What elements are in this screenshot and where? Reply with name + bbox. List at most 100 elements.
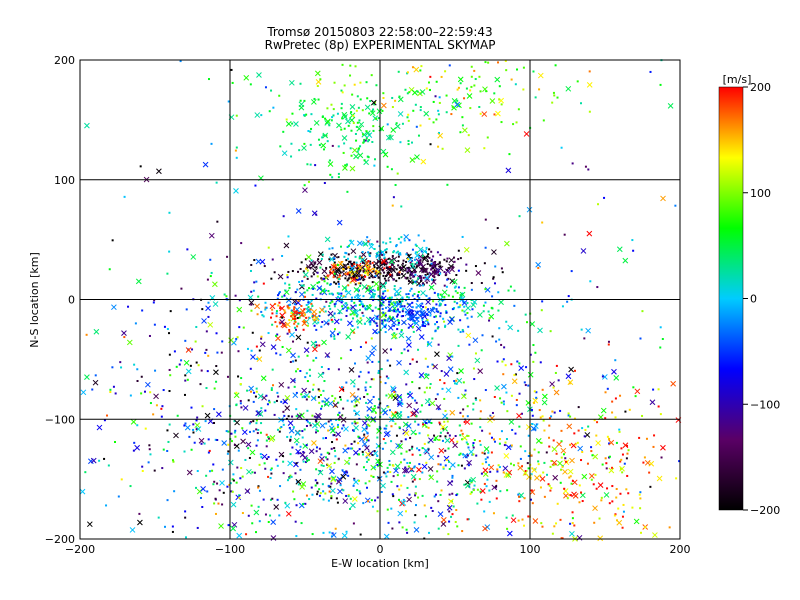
- scatter-dot: [270, 472, 273, 475]
- scatter-dot: [334, 302, 337, 305]
- scatter-dot: [333, 81, 336, 84]
- scatter-dot: [168, 211, 171, 214]
- scatter-dot: [348, 273, 351, 276]
- scatter-dot: [368, 112, 371, 115]
- scatter-dot: [390, 168, 393, 171]
- scatter-dot: [180, 287, 183, 290]
- scatter-cross: [451, 98, 458, 104]
- scatter-dot: [398, 271, 401, 274]
- scatter-dot: [376, 267, 379, 270]
- scatter-cross: [234, 419, 240, 426]
- scatter-dot: [359, 81, 362, 84]
- scatter-dot: [479, 112, 482, 115]
- scatter-dot: [307, 458, 310, 461]
- scatter-dot: [294, 359, 297, 362]
- scatter-dot: [254, 184, 257, 187]
- scatter-cross: [456, 377, 463, 384]
- scatter-dot: [356, 320, 359, 323]
- scatter-dot: [216, 439, 219, 442]
- scatter-dot: [255, 345, 258, 348]
- scatter-cross: [185, 368, 192, 375]
- scatter-dot: [328, 159, 331, 162]
- scatter-dot: [316, 490, 319, 493]
- scatter-dot: [312, 314, 315, 317]
- scatter-dot: [632, 386, 635, 389]
- scatter-dot: [260, 456, 263, 459]
- scatter-dot: [523, 497, 526, 500]
- scatter-dot: [390, 425, 393, 428]
- scatter-cross: [135, 278, 142, 285]
- scatter-dot: [308, 317, 311, 320]
- scatter-dot: [193, 441, 196, 444]
- scatter-dot: [443, 295, 446, 298]
- scatter-dot: [402, 498, 405, 501]
- scatter-dot: [509, 285, 512, 288]
- scatter-dot: [405, 260, 408, 263]
- scatter-dot: [457, 286, 460, 289]
- scatter-dot: [343, 84, 346, 87]
- scatter-cross: [376, 108, 383, 115]
- scatter-dot: [221, 340, 224, 343]
- scatter-dot: [114, 440, 117, 443]
- scatter-dot: [376, 240, 379, 243]
- scatter-dot: [421, 494, 424, 497]
- scatter-dot: [365, 130, 368, 133]
- scatter-dot: [436, 271, 439, 274]
- scatter-dot: [494, 486, 497, 489]
- scatter-dot: [556, 96, 559, 99]
- scatter-dot: [346, 273, 349, 276]
- scatter-cross: [256, 356, 263, 362]
- scatter-cross: [397, 401, 403, 408]
- scatter-cross: [305, 254, 312, 260]
- scatter-dot: [356, 121, 359, 124]
- scatter-dot: [461, 292, 464, 295]
- scatter-cross: [413, 527, 420, 533]
- scatter-dot: [207, 451, 210, 454]
- scatter-cross: [358, 121, 365, 128]
- scatter-dot: [408, 461, 411, 464]
- scatter-dot: [341, 305, 344, 308]
- scatter-dot: [357, 148, 360, 151]
- scatter-dot: [498, 338, 501, 341]
- scatter-dot: [358, 448, 361, 451]
- scatter-dot: [278, 321, 281, 324]
- scatter-dot: [505, 391, 508, 394]
- scatter-dot: [314, 479, 317, 482]
- scatter-dot: [625, 457, 628, 460]
- scatter-dot: [465, 263, 468, 266]
- scatter-dot: [244, 458, 247, 461]
- scatter-dot: [255, 444, 258, 447]
- scatter-dot: [450, 515, 453, 518]
- scatter-cross: [353, 424, 359, 431]
- scatter-dot: [418, 256, 421, 259]
- scatter-dot: [306, 354, 309, 357]
- scatter-cross: [370, 464, 377, 471]
- scatter-cross: [411, 410, 418, 417]
- scatter-dot: [396, 319, 399, 322]
- scatter-cross: [529, 321, 536, 327]
- scatter-dot: [416, 90, 419, 93]
- scatter-dot: [358, 479, 361, 482]
- scatter-dot: [265, 445, 268, 448]
- scatter-dot: [465, 441, 468, 444]
- scatter-dot: [206, 370, 209, 373]
- scatter-dot: [275, 334, 278, 337]
- scatter-dot: [411, 262, 414, 265]
- scatter-dot: [377, 445, 380, 448]
- scatter-dot: [485, 90, 488, 93]
- scatter-cross: [588, 473, 595, 479]
- scatter-dot: [317, 98, 320, 101]
- scatter-dot: [493, 92, 496, 95]
- scatter-dot: [350, 111, 353, 114]
- scatter-dot: [430, 250, 433, 253]
- scatter-dot: [385, 274, 388, 277]
- scatter-dot: [178, 363, 181, 366]
- scatter-cross: [461, 300, 468, 306]
- scatter-dot: [645, 437, 648, 440]
- scatter-dot: [604, 457, 607, 460]
- scatter-dot: [239, 383, 242, 386]
- scatter-dot: [85, 333, 88, 336]
- scatter-dot: [264, 308, 267, 311]
- scatter-dot: [310, 486, 313, 489]
- scatter-dot: [381, 320, 384, 323]
